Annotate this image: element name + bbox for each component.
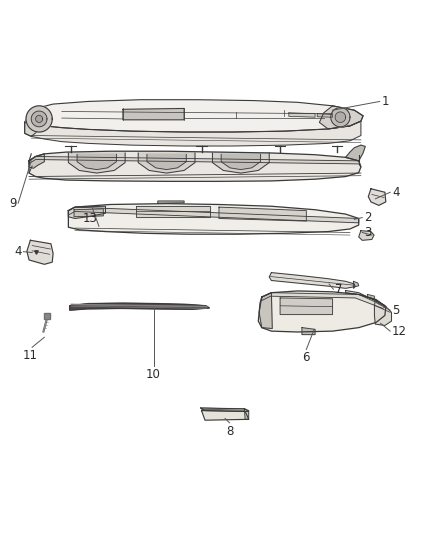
Text: 3: 3 [364, 226, 371, 239]
Text: 1: 1 [381, 95, 389, 108]
Polygon shape [258, 291, 386, 332]
Text: 6: 6 [302, 351, 309, 364]
Text: 4: 4 [14, 245, 21, 258]
Polygon shape [158, 201, 184, 203]
Polygon shape [353, 281, 359, 288]
Polygon shape [201, 410, 249, 420]
Polygon shape [25, 121, 361, 146]
Polygon shape [262, 293, 386, 309]
Polygon shape [335, 112, 346, 123]
Polygon shape [68, 207, 359, 223]
Polygon shape [74, 209, 103, 217]
Polygon shape [68, 206, 106, 219]
Polygon shape [244, 409, 249, 419]
Text: 9: 9 [9, 197, 16, 209]
Polygon shape [289, 113, 315, 117]
Polygon shape [29, 151, 361, 181]
Polygon shape [319, 106, 363, 129]
Polygon shape [68, 153, 125, 173]
Polygon shape [123, 108, 184, 120]
Polygon shape [35, 116, 42, 123]
Polygon shape [29, 154, 44, 168]
Polygon shape [219, 207, 306, 221]
Polygon shape [27, 240, 53, 264]
Polygon shape [26, 106, 52, 132]
Polygon shape [221, 154, 261, 169]
Polygon shape [374, 300, 392, 326]
Polygon shape [31, 111, 47, 127]
Polygon shape [25, 100, 363, 132]
Polygon shape [367, 294, 374, 299]
Polygon shape [317, 114, 332, 117]
Text: 11: 11 [23, 349, 38, 361]
Polygon shape [68, 204, 359, 234]
Polygon shape [25, 108, 44, 136]
Polygon shape [331, 108, 350, 127]
Text: 12: 12 [392, 325, 407, 337]
Polygon shape [346, 145, 365, 161]
Polygon shape [359, 231, 374, 240]
Polygon shape [259, 293, 272, 328]
Polygon shape [136, 206, 210, 217]
Text: 8: 8 [226, 425, 233, 438]
Text: 10: 10 [146, 368, 161, 381]
Polygon shape [212, 153, 269, 173]
Text: 5: 5 [392, 304, 399, 317]
Polygon shape [70, 303, 209, 310]
Polygon shape [77, 154, 117, 169]
Polygon shape [346, 290, 386, 306]
Polygon shape [29, 157, 361, 167]
Text: 13: 13 [83, 212, 98, 224]
Text: 2: 2 [364, 211, 371, 224]
Text: 4: 4 [392, 186, 399, 199]
Polygon shape [269, 272, 355, 288]
Polygon shape [302, 328, 315, 335]
Polygon shape [147, 154, 186, 169]
Polygon shape [201, 408, 249, 411]
Polygon shape [280, 298, 332, 314]
Polygon shape [138, 153, 195, 173]
Polygon shape [368, 189, 386, 205]
Text: 7: 7 [335, 282, 343, 296]
